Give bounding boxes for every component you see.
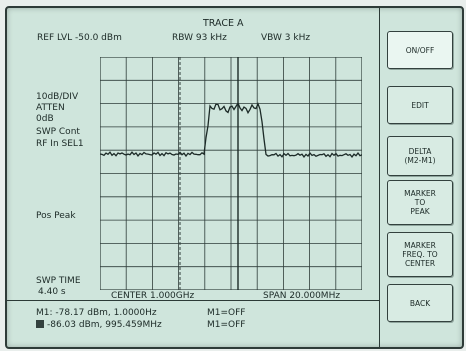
trace-title: TRACE A — [203, 18, 244, 29]
delta-button[interactable]: DELTA (M2-M1) — [387, 136, 453, 176]
edit-button[interactable]: EDIT — [387, 86, 453, 124]
marker-2-symbol-icon — [36, 320, 44, 328]
delta-label-line1: DELTA — [408, 147, 432, 156]
spectrum-trace — [100, 101, 362, 158]
ref-level: REF LVL -50.0 dBm — [37, 33, 122, 43]
marker-to-peak-button[interactable]: MARKER TO PEAK — [387, 180, 453, 225]
vbw-readout: VBW 3 kHz — [261, 33, 311, 43]
rf-input: RF In SEL1 — [36, 139, 84, 149]
softkey-divider — [379, 8, 380, 347]
span-frequency: SPAN 20.000MHz — [263, 291, 341, 301]
marker-2-text: -86.03 dBm, 995.459MHz — [47, 320, 162, 330]
marker-2-state: M1=OFF — [207, 320, 246, 330]
marker-1-readout: M1: -78.17 dBm, 1.0000Hz — [36, 308, 157, 318]
atten-value: 0dB — [36, 114, 54, 124]
scale-label: 10dB/DIV — [36, 92, 79, 102]
sweep-time-label: SWP TIME — [36, 276, 81, 286]
edit-label: EDIT — [411, 100, 429, 110]
marker-1-state: M1=OFF — [207, 308, 246, 318]
center-frequency: CENTER 1.000GHz — [111, 291, 195, 301]
detector-mode: Pos Peak — [36, 211, 76, 221]
spectrum-plot — [100, 57, 362, 290]
sweep-mode: SWP Cont — [36, 127, 80, 137]
marker-freq-to-center-button[interactable]: MARKER FREQ. TO CENTER — [387, 232, 453, 277]
marker-freq-center-line2: FREQ. TO — [402, 250, 438, 259]
back-button[interactable]: BACK — [387, 284, 453, 322]
atten-label: ATTEN — [36, 103, 65, 113]
marker-2-readout: -86.03 dBm, 995.459MHz — [36, 320, 162, 330]
on-off-label: ON/OFF — [405, 45, 435, 55]
plot-grid — [100, 57, 362, 290]
marker-to-peak-line2: TO — [414, 198, 426, 207]
delta-label-line2: (M2-M1) — [404, 156, 436, 165]
analyzer-screen: TRACE A REF LVL -50.0 dBm RBW 93 kHz VBW… — [5, 6, 464, 349]
sweep-time-value: 4.40 s — [38, 287, 66, 297]
marker-freq-center-line3: CENTER — [404, 259, 436, 268]
back-label: BACK — [409, 298, 431, 308]
marker-to-peak-line3: PEAK — [410, 207, 430, 216]
on-off-button[interactable]: ON/OFF — [387, 31, 453, 69]
rbw-readout: RBW 93 kHz — [172, 33, 227, 43]
marker-to-peak-line1: MARKER — [404, 189, 436, 198]
marker-freq-center-line1: MARKER — [404, 241, 436, 250]
marker-readout-divider — [7, 300, 379, 301]
